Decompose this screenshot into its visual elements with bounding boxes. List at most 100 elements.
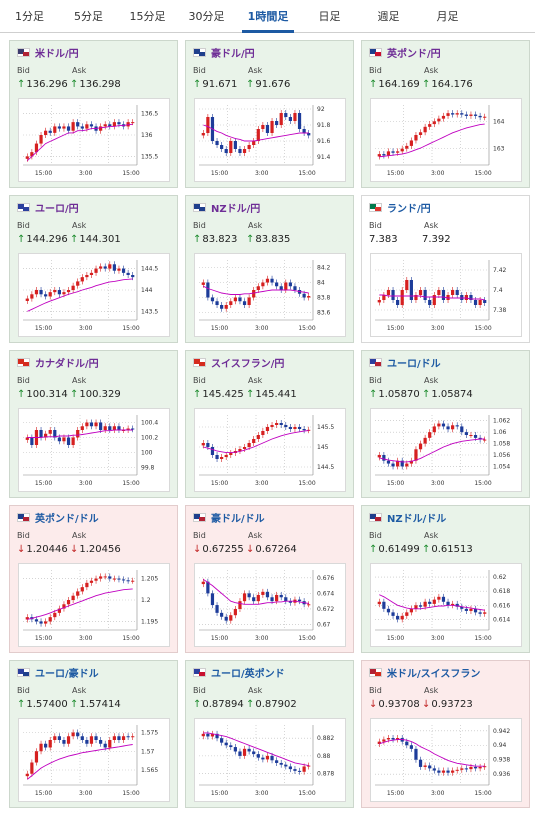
price-chart[interactable]: 1.205 1.2 1.195 15:00 3:00 15:00 (18, 563, 170, 647)
rate-card[interactable]: NZドル/円 Bid Ask ↑83.823 ↑83.835 84.2 84 83.8 83.6… (185, 195, 354, 343)
pair-name[interactable]: 豪ドル/円 (211, 49, 255, 60)
x-tick-label: 15:00 (387, 790, 404, 797)
pair-name[interactable]: ユーロ/円 (35, 204, 79, 215)
x-tick-label: 15:00 (35, 480, 52, 487)
tab-2[interactable]: 15分足 (129, 10, 166, 23)
candle-body (414, 135, 418, 141)
price-chart[interactable]: 0.942 0.94 0.938 0.936 15:00 3:00 15:00 (370, 718, 522, 802)
candle-body (256, 129, 260, 141)
ask-price: 144.301 (79, 234, 121, 245)
candle-body (247, 748, 251, 752)
candle-body (446, 601, 450, 606)
bid-value: ↑0.61499 (369, 544, 420, 555)
candle-body (451, 770, 455, 773)
pair-name[interactable]: スイスフラン/円 (211, 359, 285, 370)
candle-body (297, 113, 302, 129)
candle-body (441, 290, 446, 300)
pair-name[interactable]: ユーロ/豪ドル (35, 669, 99, 680)
ask-label: Ask (248, 66, 263, 75)
pair-name[interactable]: 米ドル/スイスフラン (387, 669, 481, 680)
price-chart[interactable]: 164 163 15:00 3:00 15:00 (370, 98, 522, 182)
ask-label: Ask (248, 376, 263, 385)
candle-body (85, 422, 89, 427)
candle-body (229, 301, 233, 305)
rate-card[interactable]: 豪ドル/円 Bid Ask ↑91.671 ↑91.676 92 91.8 91.6 91.4 1… (185, 40, 354, 188)
pair-name[interactable]: カナダドル/円 (35, 359, 99, 370)
candle-body (44, 433, 48, 438)
rate-card[interactable]: 豪ドル/ドル Bid Ask ↓0.67255 ↓0.67264 0.676 0.674 0.… (185, 505, 354, 653)
price-chart[interactable]: 84.2 84 83.8 83.6 15:00 3:00 15:00 (194, 253, 346, 337)
y-tick-label: 1.205 (141, 576, 158, 583)
tab-3[interactable]: 30分足 (188, 10, 225, 23)
tab-7[interactable]: 月足 (436, 10, 459, 23)
rate-card[interactable]: カナダドル/円 Bid Ask ↑100.314 ↑100.329 100.4 100.2 1… (9, 350, 178, 498)
bid-value: ↑1.05870 (369, 389, 420, 400)
candle-body (377, 741, 381, 745)
tab-0[interactable]: 1分足 (15, 10, 44, 23)
price-chart[interactable]: 144.5 144 143.5 15:00 3:00 15:00 (18, 253, 170, 337)
price-chart[interactable]: 1.575 1.57 1.565 15:00 3:00 15:00 (18, 718, 170, 802)
candle-body (437, 290, 441, 295)
rate-card[interactable]: スイスフラン/円 Bid Ask ↑145.425 ↑145.441 145.5 145 14… (185, 350, 354, 498)
pair-name[interactable]: 米ドル/円 (35, 49, 79, 60)
rate-card[interactable]: NZドル/ドル Bid Ask ↑0.61499 ↑0.61513 0.62 0.618 0.… (361, 505, 530, 653)
currency-flag-icon (369, 513, 382, 522)
candle-body (131, 580, 135, 582)
price-chart[interactable]: 136.5 136 135.5 15:00 3:00 15:00 (18, 98, 170, 182)
price-chart[interactable]: 0.676 0.674 0.672 0.67 15:00 3:00 15:00 (194, 563, 346, 647)
price-chart[interactable]: 0.882 0.88 0.878 15:00 3:00 15:00 (194, 718, 346, 802)
pair-name[interactable]: 英ポンド/ドル (35, 514, 99, 525)
candle-body (62, 292, 66, 295)
pair-name[interactable]: 英ポンド/円 (387, 49, 441, 60)
candle-body (377, 601, 381, 605)
ask-label: Ask (248, 531, 263, 540)
candle-body (265, 278, 270, 283)
price-chart[interactable]: 7.42 7.4 7.38 15:00 3:00 15:00 (370, 253, 522, 337)
y-tick-label: 0.882 (317, 735, 334, 742)
candle-body (126, 580, 130, 582)
rate-card[interactable]: ユーロ/豪ドル Bid Ask ↑1.57400 ↑1.57414 1.575 1.57 1.… (9, 660, 178, 808)
y-tick-label: 1.06 (493, 429, 507, 436)
rate-card[interactable]: 米ドル/スイスフラン Bid Ask ↓0.93708 ↓0.93723 0.942 0.9… (361, 660, 530, 808)
candlestick-chart: 0.942 0.94 0.938 0.936 15:00 3:00 15:00 (375, 725, 510, 797)
rate-card[interactable]: 英ポンド/円 Bid Ask ↑164.169 ↑164.176 164 163 15:00 3… (361, 40, 530, 188)
price-chart[interactable]: 1.062 1.06 1.058 1.056 1.054 15:00 3:00 15:00 (370, 408, 522, 492)
tab-6[interactable]: 週足 (377, 10, 400, 23)
rate-card[interactable]: ユーロ/ドル Bid Ask ↑1.05870 ↑1.05874 1.062 1.06 1.0… (361, 350, 530, 498)
candle-body (238, 751, 242, 756)
candle-body (85, 124, 89, 129)
candle-body (396, 460, 400, 467)
rate-card[interactable]: 英ポンド/ドル Bid Ask ↓1.20446 ↓1.20456 1.205 1.2 1.1… (9, 505, 178, 653)
candle-body (293, 113, 297, 121)
tab-5[interactable]: 日足 (318, 10, 341, 23)
x-tick-label: 15:00 (474, 635, 491, 642)
rate-card[interactable]: ユーロ/円 Bid Ask ↑144.296 ↑144.301 144.5 144 143.5… (9, 195, 178, 343)
candle-body (302, 766, 306, 772)
rate-card[interactable]: 米ドル/円 Bid Ask ↑136.296 ↑136.298 136.5 136 135.5… (9, 40, 178, 188)
price-chart[interactable]: 145.5 145 144.5 15:00 3:00 15:00 (194, 408, 346, 492)
pair-name[interactable]: NZドル/ドル (387, 514, 447, 525)
price-chart[interactable]: 100.4 100.2 100 99.8 15:00 3:00 15:00 (18, 408, 170, 492)
candle-body (483, 612, 487, 614)
pair-name[interactable]: ユーロ/ドル (387, 359, 441, 370)
rate-card[interactable]: ランド/円 Bid Ask 7.383 7.392 7.42 7.4 7.38 15:00 3:0… (361, 195, 530, 343)
tab-1[interactable]: 5分足 (74, 10, 103, 23)
candle-body (53, 736, 57, 740)
candle-body (206, 443, 210, 447)
price-chart[interactable]: 92 91.8 91.6 91.4 15:00 3:00 15:00 (194, 98, 346, 182)
x-tick-label: 15:00 (298, 480, 315, 487)
bid-price: 0.67255 (202, 544, 244, 555)
moving-average-line (379, 294, 485, 301)
rate-card[interactable]: ユーロ/英ポンド Bid Ask ↑0.87894 ↑0.87902 0.882 0.88 0… (185, 660, 354, 808)
candle-body (288, 766, 292, 770)
tab-4[interactable]: 1時間足 (236, 0, 300, 33)
price-chart[interactable]: 0.62 0.618 0.616 0.614 15:00 3:00 15:00 (370, 563, 522, 647)
pair-name[interactable]: ランド/円 (387, 204, 431, 215)
pair-name[interactable]: ユーロ/英ポンド (211, 669, 285, 680)
x-tick-label: 3:00 (255, 325, 269, 332)
pair-name[interactable]: 豪ドル/ドル (211, 514, 265, 525)
pair-name[interactable]: NZドル/円 (211, 204, 261, 215)
ask-value: ↑0.61513 (422, 544, 473, 555)
candle-body (256, 594, 260, 602)
candle-body (423, 126, 427, 133)
